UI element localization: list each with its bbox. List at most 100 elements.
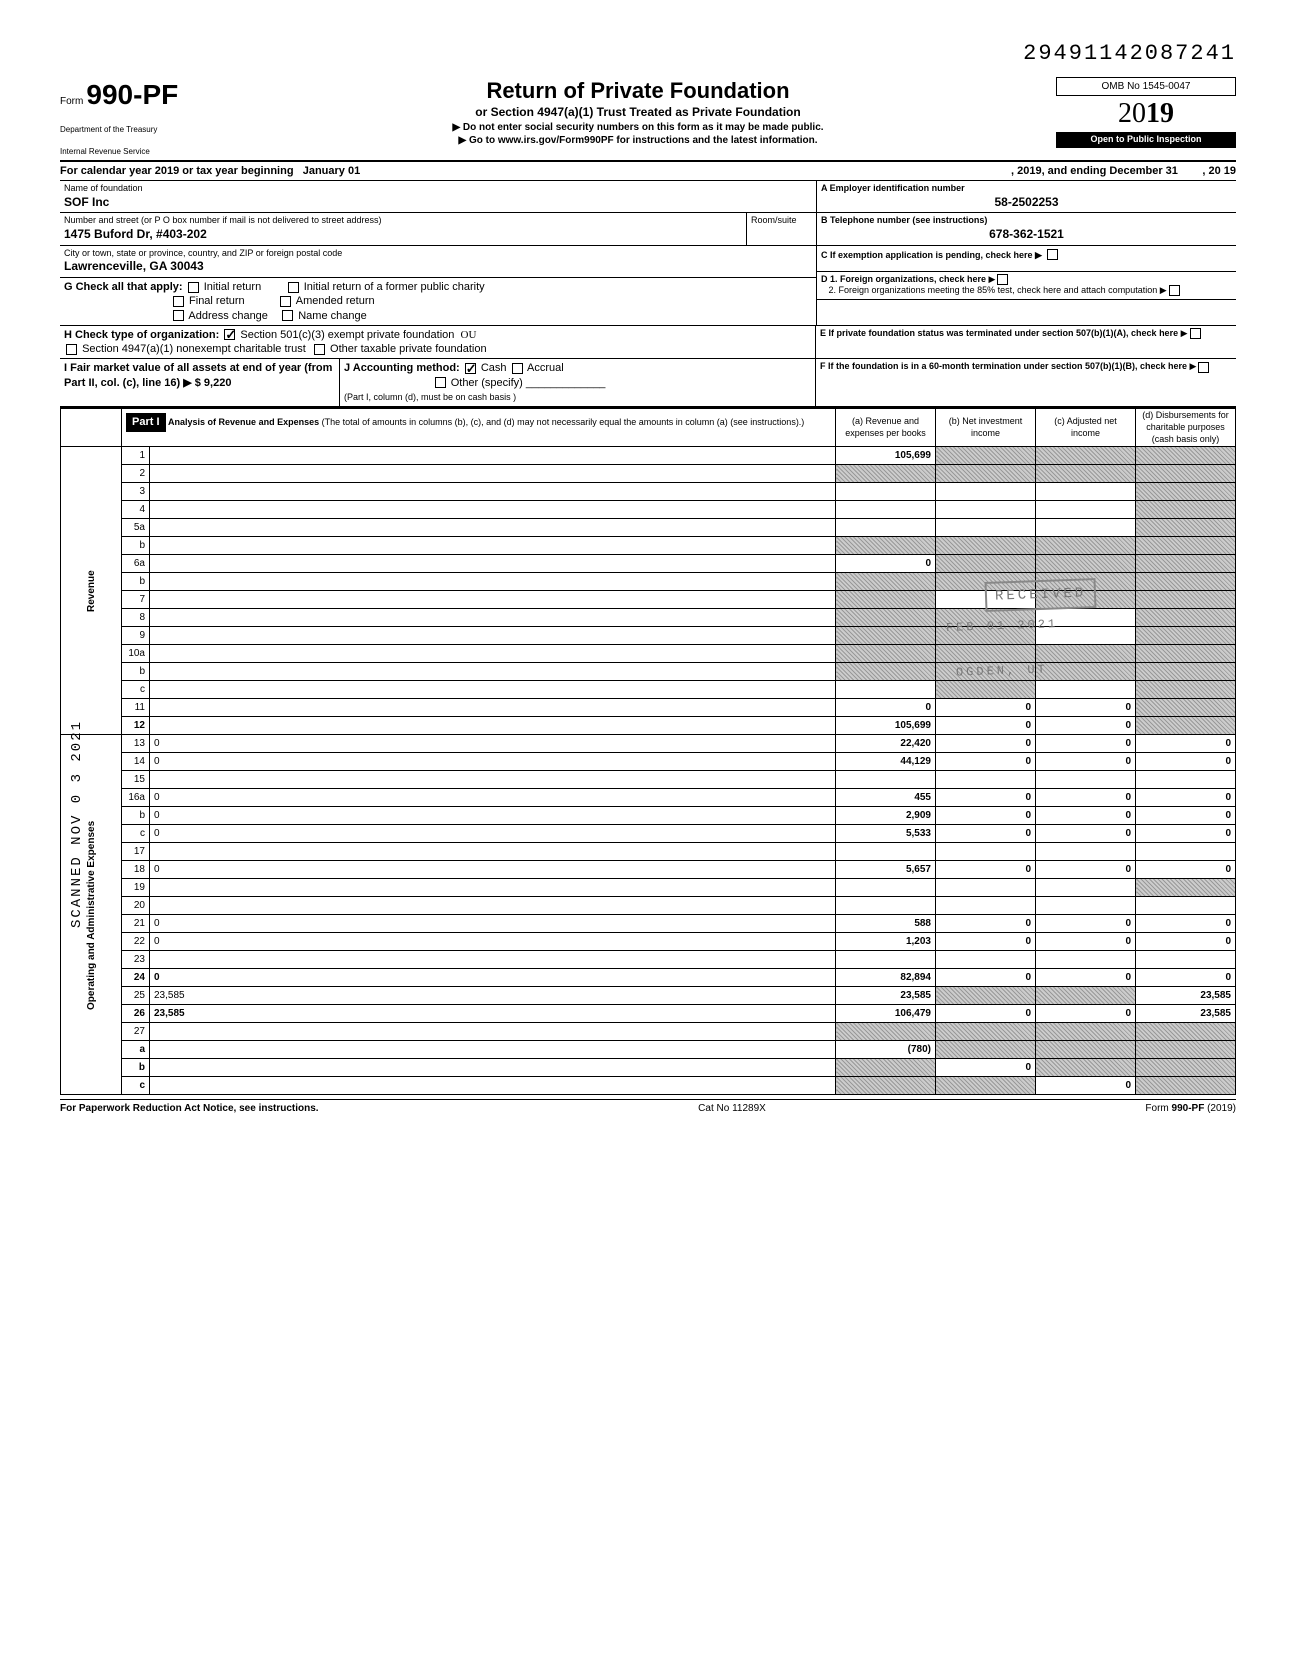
amount-col-b: 0: [936, 753, 1036, 771]
line-row: b: [61, 537, 1236, 555]
chk-initial-return[interactable]: [188, 282, 199, 293]
amount-col-d: 0: [1136, 933, 1236, 951]
amount-col-b: 0: [936, 825, 1036, 843]
amount-col-d: 0: [1136, 753, 1236, 771]
amount-col-a: [836, 501, 936, 519]
line-number: 3: [122, 483, 150, 501]
amount-col-c: 0: [1036, 861, 1136, 879]
cal-begin: January 01: [303, 164, 360, 178]
amount-col-b: [936, 897, 1036, 915]
line-number: 23: [122, 951, 150, 969]
amount-col-d: 0: [1136, 825, 1236, 843]
line-description: [150, 879, 836, 897]
amount-col-d: [1136, 699, 1236, 717]
opt-4947: Section 4947(a)(1) nonexempt charitable …: [82, 343, 306, 355]
amount-col-a: [836, 591, 936, 609]
address-label: Number and street (or P O box number if …: [64, 215, 742, 227]
line-description: [150, 447, 836, 465]
amount-col-c: [1036, 519, 1136, 537]
line-description: [150, 609, 836, 627]
j-note: (Part I, column (d), must be on cash bas…: [344, 392, 516, 402]
line-number: 27: [122, 1023, 150, 1041]
amount-col-b: 0: [936, 1059, 1036, 1077]
chk-address-change[interactable]: [173, 310, 184, 321]
received-stamp: RECEIVED: [984, 578, 1096, 612]
amount-col-d: [1136, 897, 1236, 915]
line-number: b: [122, 537, 150, 555]
part1-table: Part I Analysis of Revenue and Expenses …: [60, 408, 1236, 1095]
chk-foreign-org[interactable]: [997, 274, 1008, 285]
line-number: 7: [122, 591, 150, 609]
line-number: c: [122, 825, 150, 843]
amount-col-a: [836, 951, 936, 969]
c-label: C If exemption application is pending, c…: [821, 250, 1042, 260]
chk-amended[interactable]: [280, 296, 291, 307]
line-number: 10a: [122, 645, 150, 663]
amount-col-b: 0: [936, 915, 1036, 933]
amount-col-c: 0: [1036, 807, 1136, 825]
amount-col-b: [936, 771, 1036, 789]
amount-col-c: [1036, 1059, 1136, 1077]
line-row: a(780): [61, 1041, 1236, 1059]
amount-col-d: [1136, 771, 1236, 789]
chk-exemption-pending[interactable]: [1047, 249, 1058, 260]
amount-col-a: (780): [836, 1041, 936, 1059]
amount-col-a: 22,420: [836, 735, 936, 753]
chk-foreign-85[interactable]: [1169, 285, 1180, 296]
chk-4947a1[interactable]: [66, 344, 77, 355]
line-number: b: [122, 1059, 150, 1077]
line-description: 0: [150, 861, 836, 879]
amount-col-c: 0: [1036, 753, 1136, 771]
opt-addr-change: Address change: [188, 310, 268, 322]
line-row: 2: [61, 465, 1236, 483]
line-row: 27: [61, 1023, 1236, 1041]
amount-col-c: 0: [1036, 1005, 1136, 1023]
amount-col-c: 0: [1036, 825, 1136, 843]
amount-col-d: [1136, 447, 1236, 465]
line-description: [150, 573, 836, 591]
chk-cash[interactable]: [465, 363, 476, 374]
line-description: 0: [150, 753, 836, 771]
amount-col-a: [836, 609, 936, 627]
amount-col-d: [1136, 555, 1236, 573]
chk-accrual[interactable]: [512, 363, 523, 374]
cat-number: Cat No 11289X: [698, 1102, 766, 1115]
chk-initial-former[interactable]: [288, 282, 299, 293]
amount-col-b: 0: [936, 789, 1036, 807]
foundation-name: SOF Inc: [64, 195, 812, 211]
amount-col-d: [1136, 483, 1236, 501]
chk-60month[interactable]: [1198, 362, 1209, 373]
e-label: E If private foundation status was termi…: [820, 328, 1178, 338]
opt-501c3: Section 501(c)(3) exempt private foundat…: [240, 329, 454, 341]
chk-other-method[interactable]: [435, 377, 446, 388]
chk-other-taxable[interactable]: [314, 344, 325, 355]
amount-col-b: [936, 447, 1036, 465]
line-description: [150, 537, 836, 555]
line-row: 1805,657000: [61, 861, 1236, 879]
line-description: 0: [150, 915, 836, 933]
chk-501c3[interactable]: [224, 329, 235, 340]
amount-col-b: 0: [936, 969, 1036, 987]
amount-col-c: [1036, 1041, 1136, 1059]
amount-col-d: 0: [1136, 735, 1236, 753]
line-row: Operating and Administrative Expenses130…: [61, 735, 1236, 753]
col-c-header: (c) Adjusted net income: [1036, 409, 1136, 447]
amount-col-a: 455: [836, 789, 936, 807]
line-number: 4: [122, 501, 150, 519]
ein-label: A Employer identification number: [821, 183, 1232, 195]
amount-col-d: [1136, 573, 1236, 591]
d1-label: D 1. Foreign organizations, check here: [821, 274, 986, 284]
i-label: I Fair market value of all assets at end…: [64, 362, 332, 388]
line-row: c0: [61, 1077, 1236, 1095]
cal-mid: , 2019, and ending: [1011, 164, 1106, 178]
chk-final-return[interactable]: [173, 296, 184, 307]
dept-irs: Internal Revenue Service: [60, 147, 220, 157]
amount-col-c: [1036, 537, 1136, 555]
col-a-header: (a) Revenue and expenses per books: [836, 409, 936, 447]
city-label: City or town, state or province, country…: [64, 248, 812, 260]
amount-col-d: [1136, 537, 1236, 555]
amount-col-b: [936, 501, 1036, 519]
chk-terminated[interactable]: [1190, 328, 1201, 339]
chk-name-change[interactable]: [282, 310, 293, 321]
opt-former: Initial return of a former public charit…: [304, 281, 485, 293]
